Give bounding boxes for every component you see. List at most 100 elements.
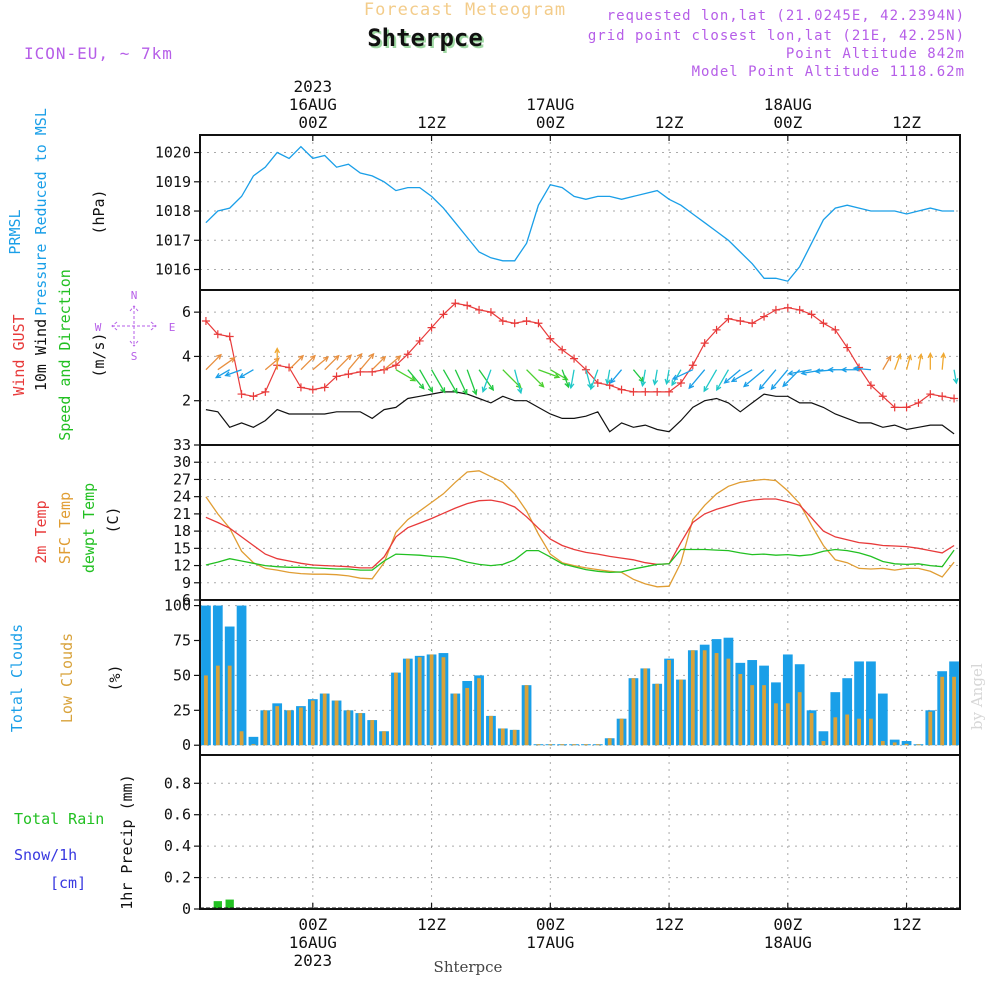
wind-arrow — [610, 369, 623, 384]
snow-unit-label: [cm] — [50, 874, 86, 892]
low-cloud-bar — [809, 713, 814, 746]
compass-s: S — [131, 350, 138, 363]
wind-arrow-head — [568, 382, 575, 390]
panel-4: 0 25 50 75 100 — [164, 597, 960, 755]
low-cloud-bar — [394, 672, 398, 746]
panel-1: 1016 1017 1018 1019 1020 — [155, 135, 960, 290]
wind-arrow — [225, 369, 242, 377]
compass-n: N — [131, 289, 138, 302]
low-cloud-bar — [346, 710, 351, 746]
gust-marker — [795, 305, 804, 314]
low-cloud-bar — [465, 687, 470, 746]
wind-arrow-head — [274, 347, 281, 354]
gust-marker — [914, 398, 923, 407]
wind-arrow — [466, 369, 477, 395]
wind-arrow-head — [238, 372, 245, 379]
precip-labels: Total Rain Snow/1h [cm] 1hr Precip (mm) — [14, 774, 136, 909]
gust-marker — [783, 303, 792, 312]
gust-marker — [665, 387, 674, 396]
wind-arrow — [239, 369, 254, 379]
low-cloud-bar — [287, 710, 291, 746]
temp-2m-label: 2m Temp — [32, 500, 50, 563]
low-cloud-bar — [251, 744, 256, 746]
wind-arrow-head — [688, 383, 695, 390]
total-cloud-bar — [854, 661, 864, 746]
wind-arrow-head — [840, 366, 847, 373]
temp-2m-line — [205, 498, 955, 569]
wind-arrow-head — [742, 381, 750, 388]
wind-arrow — [336, 354, 352, 371]
gust-marker — [522, 317, 531, 325]
gust-marker — [510, 319, 519, 328]
wind-arrow — [590, 369, 599, 390]
station-name: Shterpce — [367, 24, 483, 52]
y-tick-label: 33 — [173, 436, 191, 454]
low-cloud-bar — [512, 729, 517, 746]
total-rain-label: Total Rain — [14, 810, 104, 828]
wind-arrow — [482, 369, 492, 392]
gust-marker — [249, 392, 258, 401]
top-tick-label: 00Z — [536, 113, 565, 132]
bottom-tick-label: 00Z — [773, 915, 802, 934]
temp-sfc-label: SFC Temp — [56, 492, 74, 564]
low-cloud-bar — [821, 741, 826, 746]
gust-marker — [807, 310, 816, 319]
top-tick-label: 18AUG — [764, 95, 812, 114]
wind-arrow-head — [940, 352, 947, 359]
temp-units: (C) — [104, 506, 122, 533]
low-cloud-bar — [275, 706, 280, 746]
gust-marker — [415, 336, 424, 345]
low-cloud-bar — [607, 738, 612, 746]
wind-arrow — [217, 357, 235, 371]
top-tick-label: 12Z — [417, 113, 446, 132]
wind-arrow-head — [214, 372, 222, 379]
y-tick-label: 2 — [182, 392, 191, 410]
low-cloud-bar — [548, 744, 553, 746]
top-tick-label: 00Z — [773, 113, 802, 132]
panel-frame — [199, 444, 961, 601]
low-cloud-bar — [489, 715, 493, 746]
panel-2: 2 4 6 — [182, 290, 960, 445]
wind-arrow-head — [517, 387, 523, 395]
panel-frame — [199, 754, 961, 910]
gust-marker — [463, 301, 472, 310]
top-tick-label: 12Z — [655, 113, 684, 132]
cloud-ylabel: Total Clouds Low Clouds (%) — [8, 624, 124, 732]
wind-arrow — [288, 355, 304, 371]
total-cloud-bar — [901, 741, 912, 746]
total-cloud-bar — [236, 605, 247, 746]
bottom-tick-label: 2023 — [294, 951, 333, 970]
gust-line — [205, 302, 955, 408]
low-cloud-bar — [857, 718, 861, 746]
wind-arrow-head — [723, 378, 730, 384]
top-tick-label: 00Z — [298, 113, 327, 132]
gust-marker — [938, 392, 947, 401]
wind-arrow-head — [827, 366, 834, 373]
gust-marker — [451, 299, 460, 308]
wind-gust-label: Wind GUST — [10, 314, 28, 395]
gust-marker — [712, 325, 721, 334]
wind-arrow — [526, 369, 544, 388]
y-tick-label: 4 — [182, 347, 191, 365]
temp-dewpt-label: dewpt Temp — [80, 483, 98, 573]
wind-arrow — [312, 356, 329, 371]
low-cloud-bar — [453, 693, 458, 746]
model-label: ICON-EU, ~ 7km — [24, 44, 173, 63]
requested-coords: requested lon,lat (21.0245E, 42.2394N) — [606, 8, 965, 24]
wind-arrow — [941, 353, 945, 370]
wind-arrow — [205, 354, 222, 371]
y-tick-label: 0.4 — [164, 837, 191, 855]
wind-arrow-head — [640, 380, 647, 388]
wind-arrow — [853, 367, 871, 371]
model-altitude: Model Point Altitude 1118.62m — [691, 64, 965, 80]
wind-arrow — [407, 369, 425, 390]
bottom-tick-label: 12Z — [892, 915, 921, 934]
bottom-tick-label: 00Z — [298, 915, 327, 934]
wind-arrow — [703, 369, 718, 392]
gust-marker — [653, 387, 662, 396]
top-tick-label: 17AUG — [526, 95, 574, 114]
gust-marker — [475, 305, 484, 314]
